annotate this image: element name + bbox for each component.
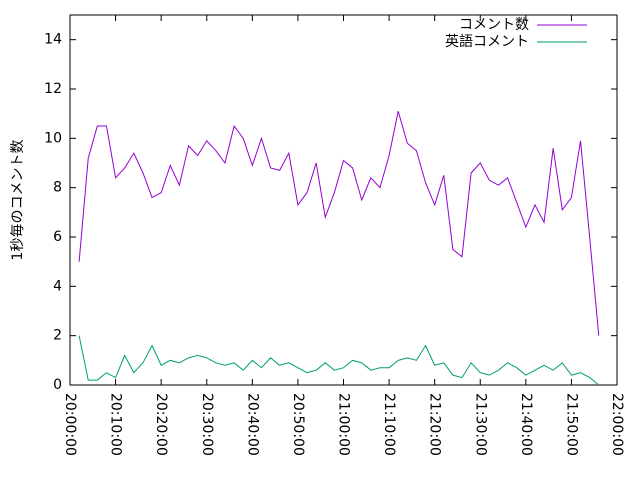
series-line [78, 111, 600, 336]
x-tick-label: 20:30:00 [199, 393, 215, 456]
plot-border [69, 14, 618, 386]
y-tick-label: 6 [53, 229, 62, 245]
y-tick-label: 2 [53, 328, 62, 344]
x-tick-label: 21:30:00 [472, 393, 488, 456]
y-tick-label: 10 [44, 130, 62, 146]
x-tick-label: 21:40:00 [518, 393, 534, 456]
x-tick-label: 20:40:00 [244, 393, 260, 456]
x-tick-label: 20:10:00 [108, 393, 124, 456]
x-tick-label: 21:50:00 [563, 393, 579, 456]
x-tick-label: 20:50:00 [290, 393, 306, 456]
legend-label: コメント数 [459, 17, 529, 33]
y-tick-label: 14 [44, 32, 62, 48]
y-tick-label: 4 [53, 278, 62, 294]
y-axis-label: 1秒毎のコメント数 [10, 140, 26, 261]
legend-label: 英語コメント [445, 33, 529, 50]
x-tick-label: 21:00:00 [336, 393, 352, 456]
y-tick-label: 12 [44, 81, 62, 97]
x-tick-label: 22:00:00 [609, 393, 625, 456]
x-tick-label: 20:00:00 [62, 393, 78, 456]
x-tick-label: 21:20:00 [427, 393, 443, 456]
series-line [78, 335, 600, 386]
y-tick-label: 0 [53, 377, 62, 393]
x-tick-label: 21:10:00 [381, 393, 397, 456]
y-tick-label: 8 [53, 180, 62, 196]
x-tick-label: 20:20:00 [153, 393, 169, 456]
